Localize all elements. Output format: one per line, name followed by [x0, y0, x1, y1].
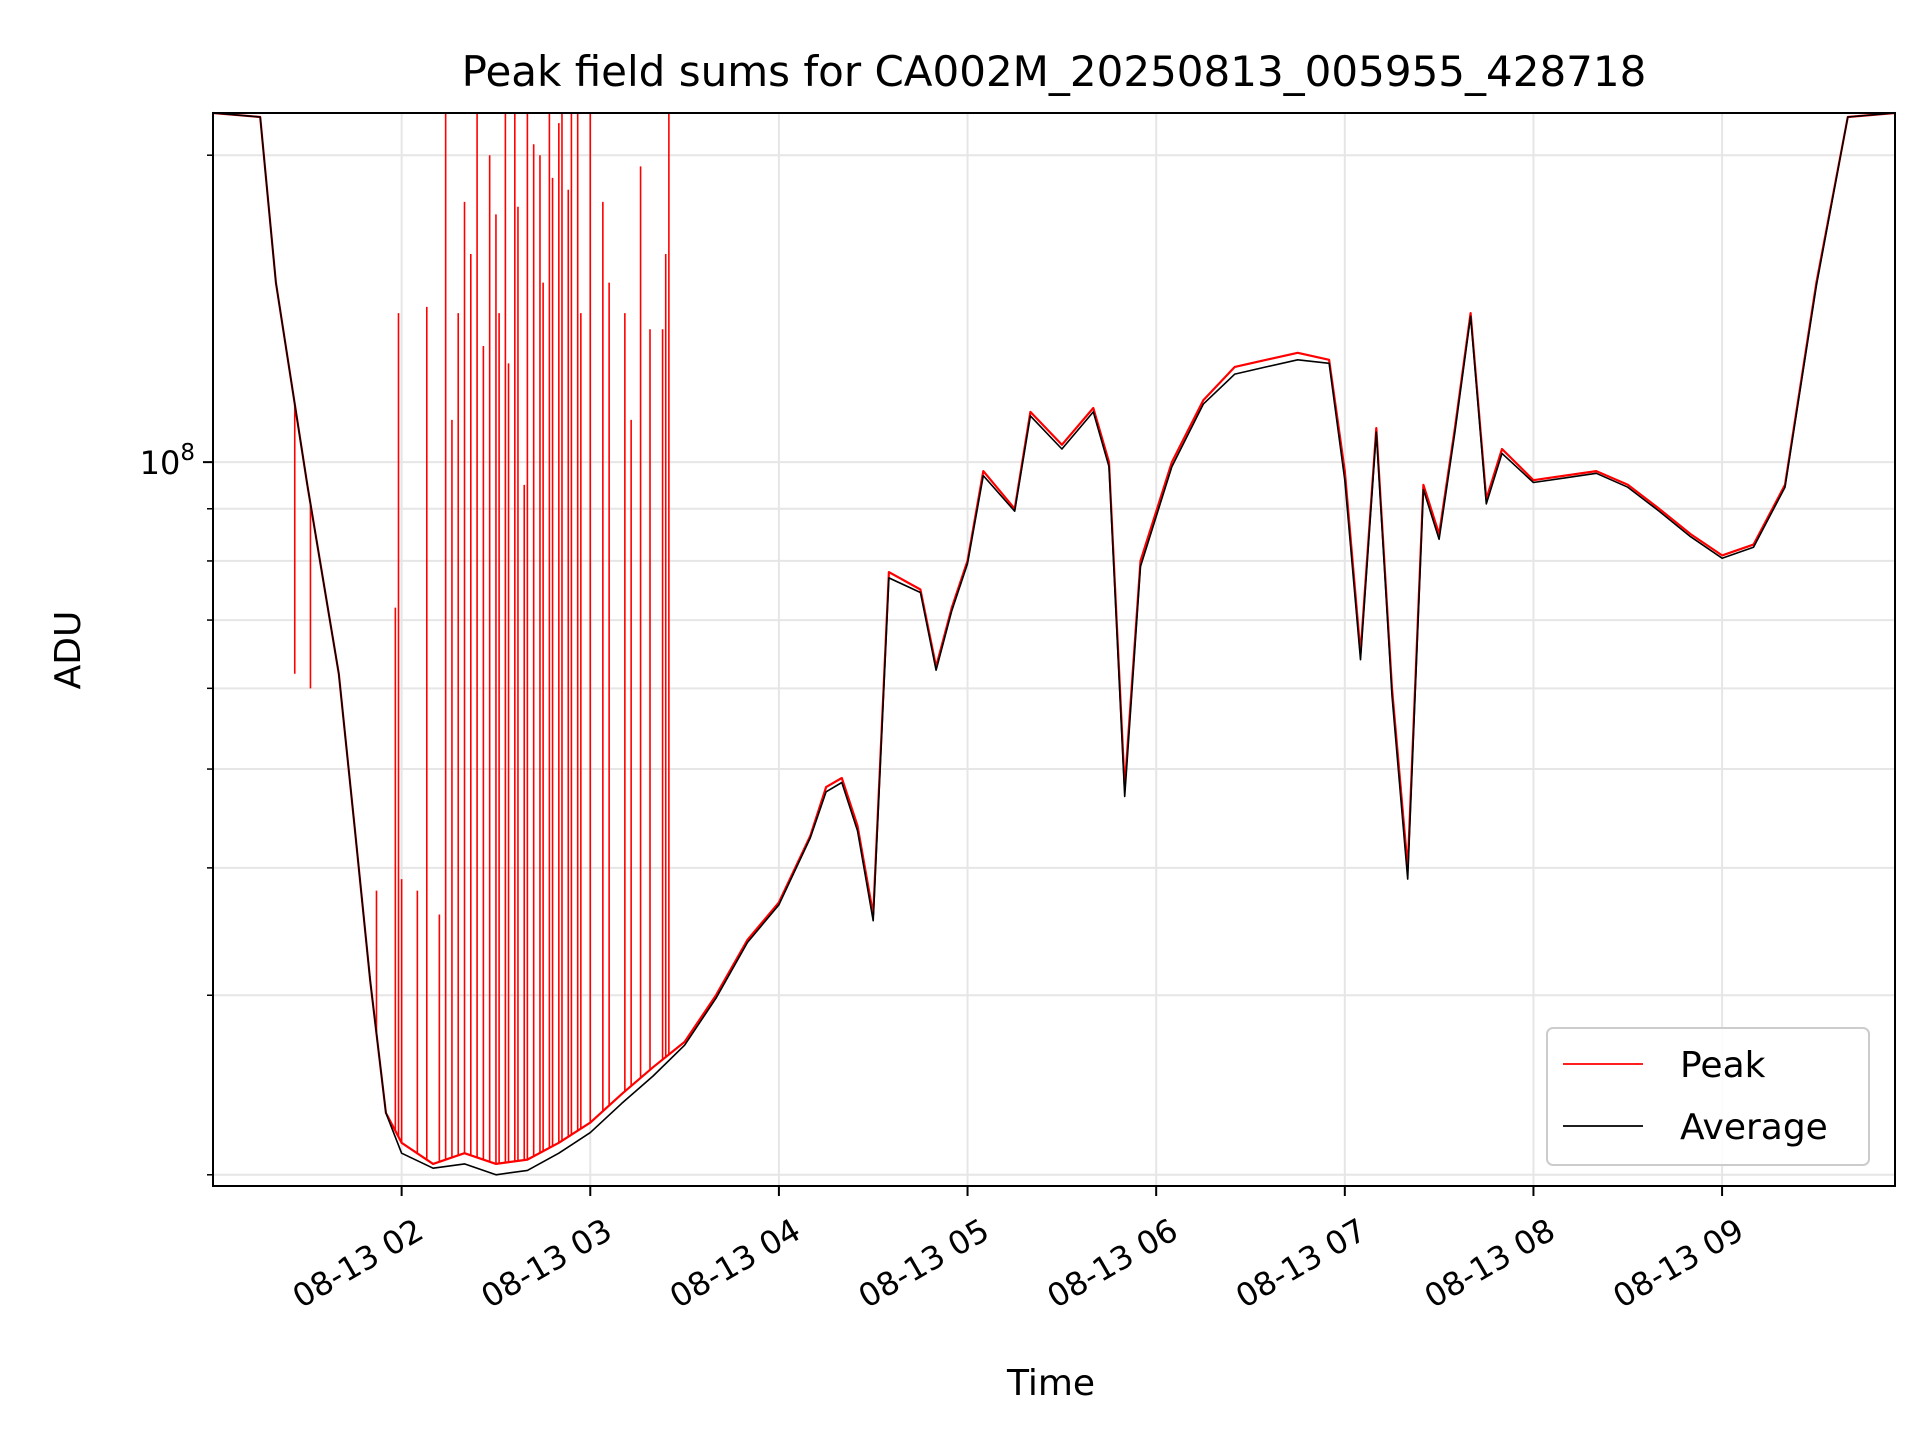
series-layer: [212, 111, 1896, 1176]
series-line-average: [212, 112, 1896, 1176]
plot-frame: [212, 112, 1896, 1187]
chart-title: Peak field sums for CA002M_20250813_0059…: [462, 47, 1647, 96]
legend-label-average: Average: [1680, 1107, 1828, 1148]
series-line-peak: [212, 111, 1896, 1165]
legend-box: [1546, 1027, 1870, 1166]
legend-label-peak: Peak: [1680, 1045, 1766, 1086]
x-axis-label: Time: [1006, 1363, 1095, 1404]
legend: Peak Average: [1546, 1027, 1870, 1166]
y-tick-label: 108: [140, 440, 195, 482]
y-axis-label: ADU: [48, 611, 89, 690]
